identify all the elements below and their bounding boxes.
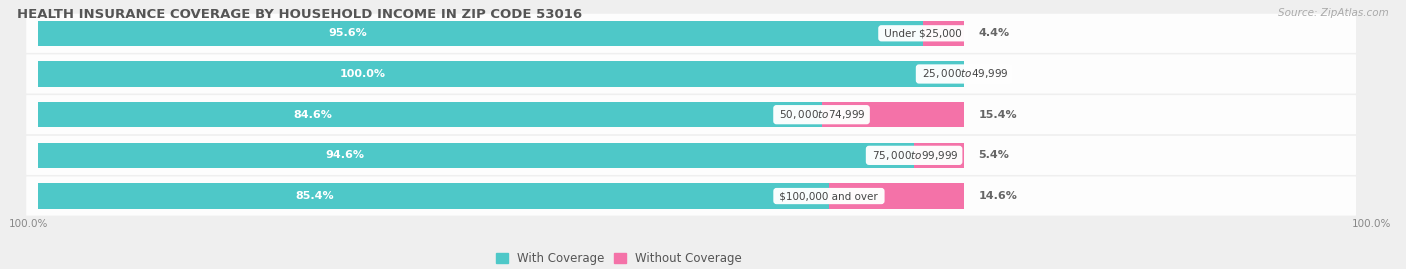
Text: 15.4%: 15.4%: [979, 110, 1017, 120]
Text: 100.0%: 100.0%: [339, 69, 385, 79]
Text: Source: ZipAtlas.com: Source: ZipAtlas.com: [1278, 8, 1389, 18]
Text: $75,000 to $99,999: $75,000 to $99,999: [869, 149, 959, 162]
Bar: [830, 183, 965, 209]
Bar: [821, 102, 965, 127]
Text: Under $25,000: Under $25,000: [882, 28, 966, 38]
Text: 84.6%: 84.6%: [292, 110, 332, 120]
Text: 5.4%: 5.4%: [979, 150, 1010, 160]
Text: HEALTH INSURANCE COVERAGE BY HOUSEHOLD INCOME IN ZIP CODE 53016: HEALTH INSURANCE COVERAGE BY HOUSEHOLD I…: [17, 8, 582, 21]
Bar: [38, 102, 821, 127]
Text: $50,000 to $74,999: $50,000 to $74,999: [776, 108, 866, 121]
Text: 4.4%: 4.4%: [979, 28, 1010, 38]
Text: 95.6%: 95.6%: [329, 28, 367, 38]
Bar: [914, 143, 965, 168]
Bar: [38, 183, 830, 209]
FancyBboxPatch shape: [27, 54, 1355, 94]
FancyBboxPatch shape: [27, 14, 1355, 53]
Text: $100,000 and over: $100,000 and over: [776, 191, 882, 201]
Bar: [38, 143, 914, 168]
Text: 85.4%: 85.4%: [295, 191, 335, 201]
FancyBboxPatch shape: [27, 136, 1355, 175]
Text: 100.0%: 100.0%: [8, 219, 48, 229]
FancyBboxPatch shape: [27, 95, 1355, 134]
Text: $25,000 to $49,999: $25,000 to $49,999: [920, 68, 1010, 80]
Bar: [38, 21, 924, 46]
Bar: [38, 61, 965, 87]
FancyBboxPatch shape: [27, 176, 1355, 215]
Text: 14.6%: 14.6%: [979, 191, 1017, 201]
Text: 94.6%: 94.6%: [325, 150, 364, 160]
Legend: With Coverage, Without Coverage: With Coverage, Without Coverage: [491, 247, 747, 269]
Bar: [924, 21, 965, 46]
Text: 0.0%: 0.0%: [979, 69, 1010, 79]
Text: 100.0%: 100.0%: [1353, 219, 1392, 229]
